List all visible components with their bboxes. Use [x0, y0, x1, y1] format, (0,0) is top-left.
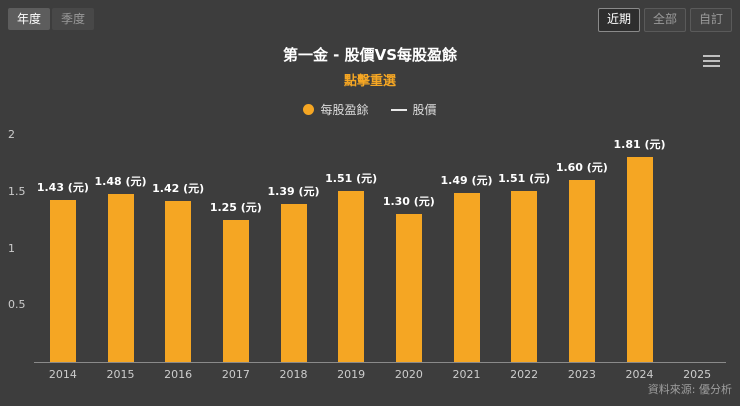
bar-value-label: 1.30 (元)	[382, 195, 435, 209]
bar-2023[interactable]	[568, 180, 595, 362]
y-axis-label: 1.5	[8, 184, 26, 198]
bar-value-label: 1.39 (元)	[267, 185, 320, 199]
y-axis-label: 2	[8, 128, 15, 141]
period-button-1[interactable]: 季度	[52, 8, 95, 31]
x-axis-label: 2015	[106, 368, 135, 381]
bar-2022[interactable]	[511, 190, 538, 362]
bar-value-label: 1.81 (元)	[613, 137, 666, 151]
bar-value-label: 1.51 (元)	[498, 171, 551, 185]
bar-2017[interactable]	[222, 220, 249, 362]
chart-title: 第一金 - 股價VS每股盈餘	[282, 46, 458, 64]
legend: 每股盈餘 股價	[0, 101, 740, 118]
bar-value-label: 1.51 (元)	[325, 171, 378, 185]
range-button-0[interactable]: 近期	[597, 8, 640, 32]
bar-value-label: 1.42 (元)	[152, 181, 205, 195]
x-axis-label: 2018	[279, 368, 308, 381]
legend-label-price: 股價	[412, 103, 437, 117]
legend-item-eps[interactable]: 每股盈餘	[303, 101, 369, 118]
chart-subtitle[interactable]: 點擊重選	[343, 74, 396, 89]
y-axis-label: 0.5	[8, 298, 26, 312]
bar-2021[interactable]	[453, 192, 480, 362]
period-button-0[interactable]: 年度	[8, 8, 51, 31]
legend-line-icon	[390, 108, 407, 111]
bar-value-label: 1.49 (元)	[440, 173, 493, 187]
period-toggle: 年度 季度	[8, 8, 95, 31]
legend-label-eps: 每股盈餘	[320, 103, 369, 117]
x-axis-label: 2023	[567, 368, 596, 381]
x-axis-label: 2019	[337, 368, 366, 381]
bar-2019[interactable]	[338, 190, 365, 362]
x-axis-label: 2025	[683, 368, 712, 381]
x-axis-label: 2021	[452, 368, 481, 381]
x-axis-label: 2014	[48, 368, 77, 381]
x-axis-label: 2017	[221, 368, 250, 381]
chart-menu-icon[interactable]	[701, 50, 727, 72]
bar-2024[interactable]	[626, 156, 653, 362]
range-button-1[interactable]: 全部	[643, 8, 686, 32]
x-axis-label: 2024	[625, 368, 654, 381]
x-axis-label: 2016	[164, 368, 193, 381]
bar-2015[interactable]	[107, 194, 134, 362]
bar-value-label: 1.25 (元)	[209, 201, 262, 215]
x-axis-label: 2022	[510, 368, 539, 381]
legend-item-price[interactable]: 股價	[390, 101, 437, 118]
range-toggle: 近期 全部 自訂	[597, 8, 732, 32]
x-axis: 2014 2015 2016 2017 2018 2019 2020 2021 2022 2023…	[34, 368, 726, 384]
bar-value-label: 1.60 (元)	[555, 161, 608, 175]
bar-2020[interactable]	[395, 214, 422, 362]
plot-area: 1.43 (元) 1.48 (元) 1.42 (元) 1.25 (元) 1.39 (元)…	[34, 135, 726, 363]
bar-2016[interactable]	[165, 200, 192, 362]
range-button-2[interactable]: 自訂	[689, 8, 732, 32]
bar-value-label: 1.48 (元)	[94, 175, 147, 188]
bar-2014[interactable]	[49, 199, 76, 362]
source-label: 資料來源: 優分析	[647, 383, 732, 396]
legend-dot-icon	[303, 104, 315, 115]
bar-value-label: 1.43 (元)	[36, 180, 89, 194]
y-axis-label: 1	[8, 241, 15, 255]
x-axis-label: 2020	[394, 368, 423, 381]
bar-2018[interactable]	[280, 204, 307, 362]
